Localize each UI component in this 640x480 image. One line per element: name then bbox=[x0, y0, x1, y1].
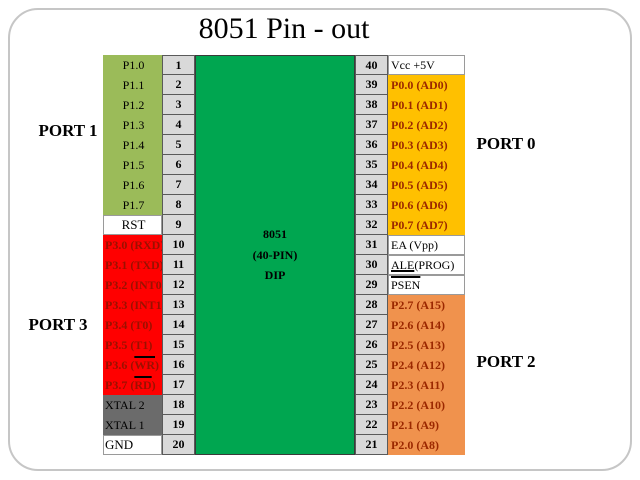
pin-name-10: P3.0 (RXD) bbox=[103, 235, 162, 255]
page-title: 8051 Pin - out bbox=[198, 12, 370, 45]
chip-title: 8051 bbox=[263, 227, 287, 242]
pin-name-33: P0.6 (AD6) bbox=[388, 195, 465, 215]
pin-number-13: 13 bbox=[162, 295, 195, 315]
port3-label: PORT 3 bbox=[28, 315, 88, 334]
chip-package-pins: (40-PIN) bbox=[252, 247, 298, 262]
pin-name-8: P1.7 bbox=[103, 195, 162, 215]
pin-name-23: P2.2 (A10) bbox=[388, 395, 465, 415]
pin-number-21: 21 bbox=[355, 435, 388, 455]
pin-number-34: 34 bbox=[355, 175, 388, 195]
pin-number-19: 19 bbox=[162, 415, 195, 435]
pin-number-27: 27 bbox=[355, 315, 388, 335]
pin-name-marked-text: ALE bbox=[391, 257, 415, 272]
pin-number-5: 5 bbox=[162, 135, 195, 155]
pin-name-marked-text: RD bbox=[134, 377, 152, 392]
pin-name-29: PSEN bbox=[388, 275, 465, 295]
pin-number-33: 33 bbox=[355, 195, 388, 215]
pin-number-14: 14 bbox=[162, 315, 195, 335]
pin-number-15: 15 bbox=[162, 335, 195, 355]
pin-name-32: P0.7 (AD7) bbox=[388, 215, 465, 235]
pin-number-30: 30 bbox=[355, 255, 388, 275]
pin-number-8: 8 bbox=[162, 195, 195, 215]
port1-label: PORT 1 bbox=[38, 121, 98, 140]
pin-number-10: 10 bbox=[162, 235, 195, 255]
pin-name-38: P0.1 (AD1) bbox=[388, 95, 465, 115]
pin-name-15: P3.5 (T1) bbox=[103, 335, 162, 355]
pin-number-4: 4 bbox=[162, 115, 195, 135]
pin-number-38: 38 bbox=[355, 95, 388, 115]
pin-number-17: 17 bbox=[162, 375, 195, 395]
pin-name-2: P1.1 bbox=[103, 75, 162, 95]
pin-name-24: P2.3 (A11) bbox=[388, 375, 465, 395]
pin-name-37: P0.2 (AD2) bbox=[388, 115, 465, 135]
pin-number-16: 16 bbox=[162, 355, 195, 375]
port0-label: PORT 0 bbox=[476, 134, 536, 153]
pin-number-22: 22 bbox=[355, 415, 388, 435]
pin-name-39: P0.0 (AD0) bbox=[388, 75, 465, 95]
pin-name-34: P0.5 (AD5) bbox=[388, 175, 465, 195]
pin-name-31: EA (Vpp) bbox=[388, 235, 465, 255]
pin-name-14: P3.4 (T0) bbox=[103, 315, 162, 335]
pin-name-30: ALE (PROG) bbox=[388, 255, 465, 275]
pin-number-37: 37 bbox=[355, 115, 388, 135]
pin-number-25: 25 bbox=[355, 355, 388, 375]
pin-name-35: P0.4 (AD4) bbox=[388, 155, 465, 175]
pin-name-18: XTAL 2 bbox=[103, 395, 162, 415]
pin-name-22: P2.1 (A9) bbox=[388, 415, 465, 435]
pin-number-39: 39 bbox=[355, 75, 388, 95]
pin-number-3: 3 bbox=[162, 95, 195, 115]
right-pin-names-column: Vcc +5V P0.0 (AD0) P0.1 (AD1) P0.2 (AD2) P0.… bbox=[388, 55, 465, 455]
pin-number-36: 36 bbox=[355, 135, 388, 155]
pin-number-12: 12 bbox=[162, 275, 195, 295]
chip-package-type: DIP bbox=[264, 268, 286, 283]
pin-number-29: 29 bbox=[355, 275, 388, 295]
right-pin-numbers-column: 40 39 38 37 36 35 34 33 32 31 30 29 28 27 26 25 24 23 22 21 bbox=[355, 55, 388, 455]
pin-number-6: 6 bbox=[162, 155, 195, 175]
pin-name-4: P1.3 bbox=[103, 115, 162, 135]
pin-name-28: P2.7 (A15) bbox=[388, 295, 465, 315]
chip-body: 8051 (40-PIN) DIP bbox=[195, 55, 355, 455]
pin-number-9: 9 bbox=[162, 215, 195, 235]
pin-name-6: P1.5 bbox=[103, 155, 162, 175]
pin-name-19: XTAL 1 bbox=[103, 415, 162, 435]
pin-number-28: 28 bbox=[355, 295, 388, 315]
pin-number-31: 31 bbox=[355, 235, 388, 255]
pin-name-marked-text: PSEN bbox=[391, 277, 421, 292]
left-pin-names-column: P1.0 P1.1 P1.2 P1.3 P1.4 P1.5 P1.6 P1.7 RST P3.0 … bbox=[103, 55, 162, 455]
pin-name-1: P1.0 bbox=[103, 55, 162, 75]
pin-name-marked-text: WR bbox=[134, 357, 155, 372]
pin-number-20: 20 bbox=[162, 435, 195, 455]
pin-name-21: P2.0 (A8) bbox=[388, 435, 465, 455]
pin-name-13: P3.3 (INT1) bbox=[103, 295, 162, 315]
pin-number-11: 11 bbox=[162, 255, 195, 275]
port2-label: PORT 2 bbox=[476, 352, 536, 371]
pin-name-36: P0.3 (AD3) bbox=[388, 135, 465, 155]
pin-name-12: P3.2 (INT0) bbox=[103, 275, 162, 295]
pin-name-11: P3.1 (TXD) bbox=[103, 255, 162, 275]
pin-name-9: RST bbox=[103, 215, 162, 235]
pin-name-5: P1.4 bbox=[103, 135, 162, 155]
pin-number-18: 18 bbox=[162, 395, 195, 415]
pin-number-2: 2 bbox=[162, 75, 195, 95]
pin-name-26: P2.5 (A13) bbox=[388, 335, 465, 355]
left-pin-numbers-column: 1 2 3 4 5 6 7 8 9 10 11 12 13 14 15 16 17 18 19 20 bbox=[162, 55, 195, 455]
pin-name-25: P2.4 (A12) bbox=[388, 355, 465, 375]
pin-name-16: P3.6 (WR) bbox=[103, 355, 162, 375]
pin-name-40: Vcc +5V bbox=[388, 55, 465, 75]
pin-number-40: 40 bbox=[355, 55, 388, 75]
pin-number-35: 35 bbox=[355, 155, 388, 175]
pin-number-26: 26 bbox=[355, 335, 388, 355]
pin-name-3: P1.2 bbox=[103, 95, 162, 115]
pin-number-24: 24 bbox=[355, 375, 388, 395]
pin-number-23: 23 bbox=[355, 395, 388, 415]
pin-name-20: GND bbox=[103, 435, 162, 455]
pin-number-1: 1 bbox=[162, 55, 195, 75]
pin-name-27: P2.6 (A14) bbox=[388, 315, 465, 335]
pin-number-7: 7 bbox=[162, 175, 195, 195]
pin-name-7: P1.6 bbox=[103, 175, 162, 195]
pin-number-32: 32 bbox=[355, 215, 388, 235]
pin-name-17: P3.7 (RD) bbox=[103, 375, 162, 395]
